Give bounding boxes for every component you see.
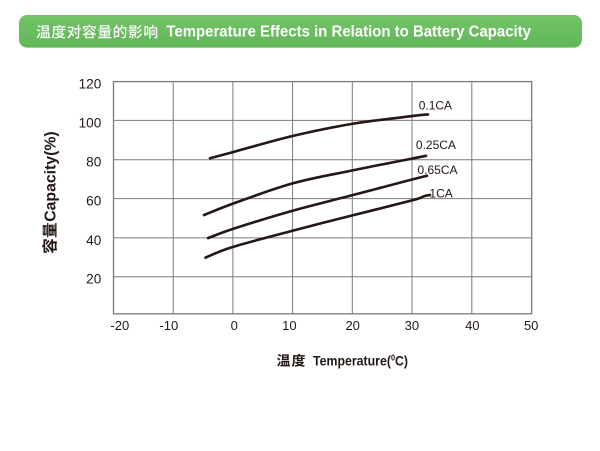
svg-text:40: 40	[465, 318, 479, 333]
svg-text:-20: -20	[110, 318, 129, 333]
svg-text:1CA: 1CA	[429, 186, 452, 200]
svg-text:20: 20	[345, 318, 359, 333]
svg-text:Temperature(0C): Temperature(0C)	[313, 353, 408, 369]
svg-text:-10: -10	[159, 318, 178, 333]
svg-text:0.65CA: 0.65CA	[418, 163, 458, 177]
svg-text:Capacity(%): Capacity(%)	[43, 131, 60, 222]
svg-text:120: 120	[79, 77, 102, 92]
svg-text:0.1CA: 0.1CA	[419, 98, 452, 112]
svg-text:30: 30	[405, 318, 419, 333]
svg-text:40: 40	[86, 233, 102, 248]
svg-text:Temperature Effects in Relatio: Temperature Effects in Relation to Batte…	[166, 24, 531, 41]
svg-text:100: 100	[79, 115, 102, 130]
svg-text:20: 20	[86, 272, 102, 287]
svg-text:80: 80	[86, 155, 102, 170]
svg-text:0: 0	[231, 318, 238, 333]
svg-text:50: 50	[524, 318, 538, 333]
svg-text:0.25CA: 0.25CA	[416, 138, 456, 152]
svg-text:10: 10	[282, 318, 296, 333]
svg-text:60: 60	[86, 194, 102, 209]
